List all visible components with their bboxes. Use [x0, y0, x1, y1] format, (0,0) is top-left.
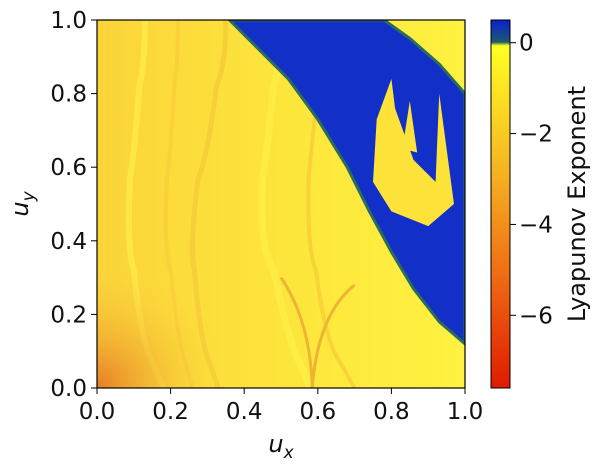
y-tick-label: 1.0 — [50, 8, 87, 34]
colorbar-tick-label: −2 — [519, 122, 553, 148]
y-tick-label: 0.6 — [50, 155, 87, 181]
plot-frame — [96, 19, 466, 389]
x-tick-label: 0.8 — [373, 399, 410, 425]
y-tick-label: 0.8 — [50, 82, 87, 108]
x-tick-label: 0.0 — [79, 399, 116, 425]
y-axis-ticks: 0.0 0.2 0.4 0.6 0.8 1.0 — [50, 8, 97, 402]
stable-tongue-small — [402, 100, 418, 153]
colorbar-tick-label: −4 — [519, 212, 553, 238]
y-tick-label: 0.4 — [50, 229, 87, 255]
x-tick-label: 0.2 — [152, 399, 189, 425]
y-tick-label: 0.2 — [50, 302, 87, 328]
colorbar-label: Lyapunov Exponent — [563, 86, 591, 322]
colorbar — [490, 19, 511, 389]
x-tick-label: 1.0 — [447, 399, 484, 425]
colorbar-tick-label: 0 — [519, 31, 534, 57]
colorbar-tick-label: −6 — [519, 303, 553, 329]
x-tick-label: 0.6 — [300, 399, 337, 425]
stable-tongue — [373, 78, 454, 227]
y-axis-label: uy — [6, 190, 39, 216]
colorbar-ticks: 0 −2 −4 −6 — [510, 31, 553, 329]
y-tick-label: 0.0 — [50, 376, 87, 402]
x-axis-ticks: 0.0 0.2 0.4 0.6 0.8 1.0 — [79, 388, 484, 425]
chaotic-region — [227, 20, 465, 346]
x-axis-label: ux — [268, 430, 294, 463]
plot-area — [97, 20, 465, 388]
x-tick-label: 0.4 — [226, 399, 263, 425]
